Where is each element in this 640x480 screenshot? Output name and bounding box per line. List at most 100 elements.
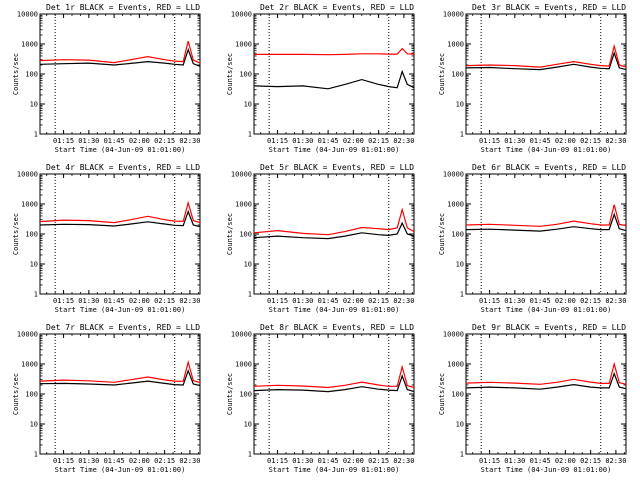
panel-det-8: Det 8r BLACK = Events, RED = LLD 1 10 100 10… xyxy=(226,323,415,474)
y-tick-label: 1000 xyxy=(21,361,38,369)
panel-title: Det 1r BLACK = Events, RED = LLD xyxy=(46,3,200,12)
y-tick-label: 10000 xyxy=(231,331,252,339)
x-tick-label: 02:00 xyxy=(129,297,150,305)
x-tick-label: 02:00 xyxy=(129,137,150,145)
y-axis-label: Counts/sec xyxy=(226,213,234,255)
x-tick-label: 01:45 xyxy=(104,457,125,465)
x-tick-label: 02:15 xyxy=(368,457,389,465)
x-tick-label: 02:30 xyxy=(393,457,414,465)
x-axis-label: Start Time (04-Jun-09 01:01:00) xyxy=(269,306,400,314)
y-tick-label: 10 xyxy=(456,101,464,109)
series-lld-line xyxy=(39,200,201,224)
x-tick-label: 02:15 xyxy=(368,137,389,145)
x-tick-label: 01:45 xyxy=(318,297,339,305)
panel-det-4: Det 4r BLACK = Events, RED = LLD 1 10 100 10… xyxy=(12,163,201,314)
y-tick-label: 1000 xyxy=(235,361,252,369)
y-tick-label: 10000 xyxy=(443,171,464,179)
x-tick-label: 02:15 xyxy=(154,297,175,305)
y-axis-label: Counts/sec xyxy=(12,53,20,95)
series-lld-line xyxy=(39,40,201,64)
x-tick-label: 01:30 xyxy=(504,457,525,465)
x-tick-label: 01:15 xyxy=(267,137,288,145)
y-tick-label: 10000 xyxy=(443,331,464,339)
x-tick-label: 02:00 xyxy=(555,137,576,145)
y-tick-label: 1000 xyxy=(21,41,38,49)
x-tick-label: 02:15 xyxy=(580,457,601,465)
y-tick-label: 10 xyxy=(456,421,464,429)
y-tick-label: 10 xyxy=(30,101,38,109)
series-events-line xyxy=(253,221,415,240)
x-tick-label: 01:30 xyxy=(292,457,313,465)
x-tick-label: 02:15 xyxy=(580,297,601,305)
series-events-line xyxy=(253,374,415,393)
x-axis-label: Start Time (04-Jun-09 01:01:00) xyxy=(481,146,612,154)
x-tick-label: 01:30 xyxy=(78,457,99,465)
y-tick-label: 10000 xyxy=(17,11,38,19)
panel-title: Det 7r BLACK = Events, RED = LLD xyxy=(46,323,200,332)
y-tick-label: 10 xyxy=(244,101,252,109)
plot-frame xyxy=(39,13,201,135)
x-axis-label: Start Time (04-Jun-09 01:01:00) xyxy=(55,466,186,474)
x-tick-label: 02:15 xyxy=(154,137,175,145)
series-lld-line xyxy=(39,359,201,384)
x-tick-label: 01:30 xyxy=(78,297,99,305)
x-tick-label: 02:00 xyxy=(555,457,576,465)
x-axis-label: Start Time (04-Jun-09 01:01:00) xyxy=(269,146,400,154)
x-axis-label: Start Time (04-Jun-09 01:01:00) xyxy=(55,306,186,314)
x-tick-label: 01:45 xyxy=(318,137,339,145)
x-tick-label: 02:00 xyxy=(129,457,150,465)
series-events-line xyxy=(465,51,627,71)
x-axis-label: Start Time (04-Jun-09 01:01:00) xyxy=(481,466,612,474)
y-tick-label: 1 xyxy=(460,291,464,299)
plot-frame xyxy=(39,333,201,455)
x-tick-label: 01:30 xyxy=(292,297,313,305)
y-tick-label: 1000 xyxy=(21,201,38,209)
x-tick-label: 01:45 xyxy=(530,137,551,145)
series-events-line xyxy=(39,47,201,67)
x-tick-label: 01:15 xyxy=(267,297,288,305)
panel-det-1: Det 1r BLACK = Events, RED = LLD 1 10 100 10… xyxy=(12,3,201,154)
x-tick-label: 02:15 xyxy=(580,137,601,145)
panel-title: Det 4r BLACK = Events, RED = LLD xyxy=(46,163,200,172)
series-lld-line xyxy=(254,47,415,56)
y-tick-label: 1000 xyxy=(447,41,464,49)
x-tick-label: 02:15 xyxy=(154,457,175,465)
x-tick-label: 01:15 xyxy=(53,457,74,465)
panel-det-3: Det 3r BLACK = Events, RED = LLD 1 10 100 10… xyxy=(438,3,627,154)
y-tick-label: 100 xyxy=(451,71,464,79)
panel-title: Det 2r BLACK = Events, RED = LLD xyxy=(260,3,414,12)
x-tick-label: 01:15 xyxy=(267,457,288,465)
x-tick-label: 02:30 xyxy=(179,137,200,145)
y-tick-label: 100 xyxy=(239,231,252,239)
series-events-line xyxy=(465,212,627,232)
x-tick-label: 01:15 xyxy=(479,137,500,145)
x-tick-label: 01:30 xyxy=(292,137,313,145)
y-tick-label: 100 xyxy=(451,391,464,399)
x-tick-label: 02:00 xyxy=(555,297,576,305)
x-tick-label: 02:30 xyxy=(605,297,626,305)
plot-frame xyxy=(253,13,415,135)
y-axis-label: Counts/sec xyxy=(438,53,446,95)
y-tick-label: 1 xyxy=(460,131,464,139)
y-tick-label: 1 xyxy=(34,451,38,459)
panel-det-5: Det 5r BLACK = Events, RED = LLD 1 10 100 10… xyxy=(226,163,415,314)
series-lld-line xyxy=(253,207,415,236)
x-tick-label: 01:30 xyxy=(504,137,525,145)
y-tick-label: 10 xyxy=(244,261,252,269)
series-events-line xyxy=(465,371,627,390)
panel-det-9: Det 9r BLACK = Events, RED = LLD 1 10 100 10… xyxy=(438,323,627,474)
x-tick-label: 02:30 xyxy=(605,137,626,145)
plot-frame xyxy=(465,333,627,455)
y-tick-label: 100 xyxy=(25,231,38,239)
y-axis-label: Counts/sec xyxy=(12,373,20,415)
plot-frame xyxy=(465,173,627,295)
y-tick-label: 1 xyxy=(34,131,38,139)
x-tick-label: 01:15 xyxy=(53,297,74,305)
y-tick-label: 1 xyxy=(248,451,252,459)
y-tick-label: 1000 xyxy=(235,201,252,209)
y-tick-label: 10 xyxy=(244,421,252,429)
y-tick-label: 10000 xyxy=(17,171,38,179)
y-tick-label: 10000 xyxy=(443,11,464,19)
x-tick-label: 02:30 xyxy=(393,137,414,145)
